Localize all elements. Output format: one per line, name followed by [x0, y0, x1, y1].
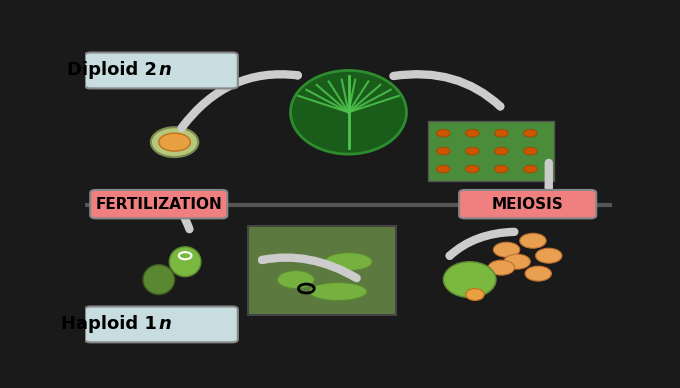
Circle shape: [466, 147, 479, 155]
Circle shape: [536, 248, 562, 263]
Circle shape: [524, 165, 537, 173]
FancyArrowPatch shape: [182, 74, 298, 128]
Circle shape: [466, 129, 479, 137]
Text: FERTILIZATION: FERTILIZATION: [95, 197, 222, 212]
Ellipse shape: [325, 253, 372, 271]
Text: MEIOSIS: MEIOSIS: [492, 197, 564, 212]
Circle shape: [494, 165, 508, 173]
Text: Haploid 1: Haploid 1: [61, 315, 157, 333]
Ellipse shape: [143, 265, 175, 294]
Circle shape: [437, 147, 450, 155]
Circle shape: [437, 129, 450, 137]
Ellipse shape: [277, 271, 314, 289]
Ellipse shape: [169, 247, 201, 277]
Ellipse shape: [466, 289, 484, 300]
Ellipse shape: [151, 127, 199, 157]
Circle shape: [520, 233, 546, 248]
Circle shape: [488, 260, 515, 275]
Circle shape: [494, 147, 508, 155]
Circle shape: [524, 129, 537, 137]
Circle shape: [524, 147, 537, 155]
FancyArrowPatch shape: [175, 203, 190, 229]
FancyBboxPatch shape: [428, 121, 554, 181]
Ellipse shape: [443, 262, 496, 298]
Text: Diploid 2: Diploid 2: [67, 61, 157, 80]
FancyArrowPatch shape: [394, 74, 500, 106]
FancyBboxPatch shape: [85, 52, 238, 88]
Circle shape: [466, 165, 479, 173]
FancyBboxPatch shape: [85, 307, 238, 342]
Circle shape: [525, 266, 551, 281]
FancyBboxPatch shape: [90, 190, 227, 218]
FancyBboxPatch shape: [459, 190, 596, 218]
Circle shape: [504, 254, 530, 269]
Circle shape: [437, 165, 450, 173]
Ellipse shape: [290, 71, 407, 154]
Circle shape: [494, 242, 520, 257]
FancyBboxPatch shape: [248, 226, 396, 315]
Circle shape: [494, 129, 508, 137]
Circle shape: [158, 133, 190, 151]
Ellipse shape: [309, 282, 367, 301]
Text: n: n: [158, 315, 171, 333]
FancyArrowPatch shape: [449, 232, 514, 256]
FancyArrowPatch shape: [262, 258, 356, 278]
Text: n: n: [158, 61, 171, 80]
